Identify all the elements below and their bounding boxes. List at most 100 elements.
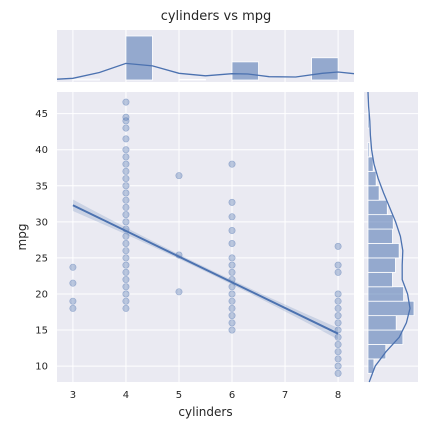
scatter-point: [123, 298, 129, 304]
right-histogram-bar: [368, 301, 414, 315]
x-tick-label: 7: [282, 390, 288, 401]
scatter-point: [123, 147, 129, 153]
y-tick-labels: 1015202530354045: [35, 109, 48, 372]
right-histogram-bar: [368, 157, 373, 171]
right-histogram-bar: [368, 344, 386, 358]
right-histogram-bar: [368, 258, 395, 272]
right-histogram-bar: [368, 316, 396, 330]
chart-title: cylinders vs mpg: [161, 9, 272, 24]
scatter-point: [176, 172, 182, 178]
scatter-point: [123, 262, 129, 268]
scatter-point: [335, 269, 341, 275]
scatter-point: [123, 168, 129, 174]
x-axis-label: cylinders: [178, 405, 232, 419]
scatter-point: [335, 341, 341, 347]
x-tick-label: 5: [176, 390, 182, 401]
scatter-point: [229, 327, 235, 333]
scatter-point: [335, 320, 341, 326]
scatter-point: [123, 233, 129, 239]
scatter-point: [229, 214, 235, 220]
scatter-point: [229, 269, 235, 275]
y-tick-label: 45: [35, 109, 48, 120]
scatter-point: [335, 291, 341, 297]
top-histogram-bar: [312, 58, 339, 80]
scatter-point: [229, 240, 235, 246]
y-tick-label: 35: [35, 181, 48, 192]
scatter-point: [229, 320, 235, 326]
top-histogram-bar: [126, 36, 153, 80]
top-histogram-bar: [232, 62, 259, 80]
scatter-point: [123, 204, 129, 210]
y-axis-label: mpg: [15, 224, 29, 251]
scatter-point: [123, 136, 129, 142]
scatter-point: [229, 298, 235, 304]
scatter-point: [229, 262, 235, 268]
right-histogram-bar: [368, 215, 393, 229]
scatter-point: [123, 125, 129, 131]
y-tick-label: 40: [35, 145, 48, 156]
scatter-point: [123, 240, 129, 246]
main-plot-background: [57, 92, 354, 382]
scatter-point: [229, 199, 235, 205]
scatter-point: [123, 161, 129, 167]
scatter-point: [335, 312, 341, 318]
scatter-point: [123, 211, 129, 217]
scatter-point: [123, 276, 129, 282]
scatter-point: [335, 370, 341, 376]
scatter-point: [229, 227, 235, 233]
right-histogram-bar: [368, 272, 392, 286]
scatter-point: [70, 280, 76, 286]
scatter-point: [229, 255, 235, 261]
scatter-point: [335, 356, 341, 362]
x-tick-label: 3: [70, 390, 76, 401]
scatter-point: [335, 349, 341, 355]
scatter-point: [70, 298, 76, 304]
x-tick-label: 4: [123, 390, 129, 401]
scatter-point: [123, 219, 129, 225]
y-tick-label: 25: [35, 253, 48, 264]
scatter-point: [335, 334, 341, 340]
scatter-point: [176, 289, 182, 295]
scatter-point: [123, 305, 129, 311]
right-histogram-bar: [368, 243, 399, 257]
x-tick-label: 8: [335, 390, 341, 401]
y-tick-label: 10: [35, 362, 48, 373]
right-histogram-bar: [368, 186, 379, 200]
top-histogram-bar: [179, 79, 206, 80]
scatter-point: [123, 99, 129, 105]
scatter-point: [229, 305, 235, 311]
scatter-point: [229, 161, 235, 167]
scatter-point: [335, 298, 341, 304]
right-histogram-bar: [368, 330, 403, 344]
scatter-point: [123, 269, 129, 275]
scatter-point: [123, 114, 129, 120]
x-tick-labels: 3 4 5 6 7 8: [70, 390, 342, 401]
scatter-point: [123, 284, 129, 290]
scatter-point: [335, 243, 341, 249]
right-histogram-bar: [368, 142, 369, 156]
right-marginal-panel: [364, 92, 418, 382]
scatter-point: [229, 291, 235, 297]
scatter-point: [70, 305, 76, 311]
y-tick-label: 30: [35, 217, 48, 228]
right-histogram-bar: [368, 287, 404, 301]
scatter-point: [123, 248, 129, 254]
scatter-point: [123, 190, 129, 196]
y-tick-label: 15: [35, 326, 48, 337]
right-histogram-bar: [368, 229, 392, 243]
scatter-point: [229, 284, 235, 290]
top-marginal-background: [57, 30, 354, 82]
scatter-point: [335, 363, 341, 369]
right-histogram-bar: [368, 200, 387, 214]
scatter-point: [123, 183, 129, 189]
top-marginal-panel: [57, 30, 354, 82]
scatter-point: [123, 291, 129, 297]
top-histogram-bar: [73, 79, 100, 80]
x-tick-label: 6: [229, 390, 235, 401]
scatter-point: [335, 262, 341, 268]
scatter-point: [229, 312, 235, 318]
scatter-point: [123, 154, 129, 160]
scatter-point: [123, 175, 129, 181]
